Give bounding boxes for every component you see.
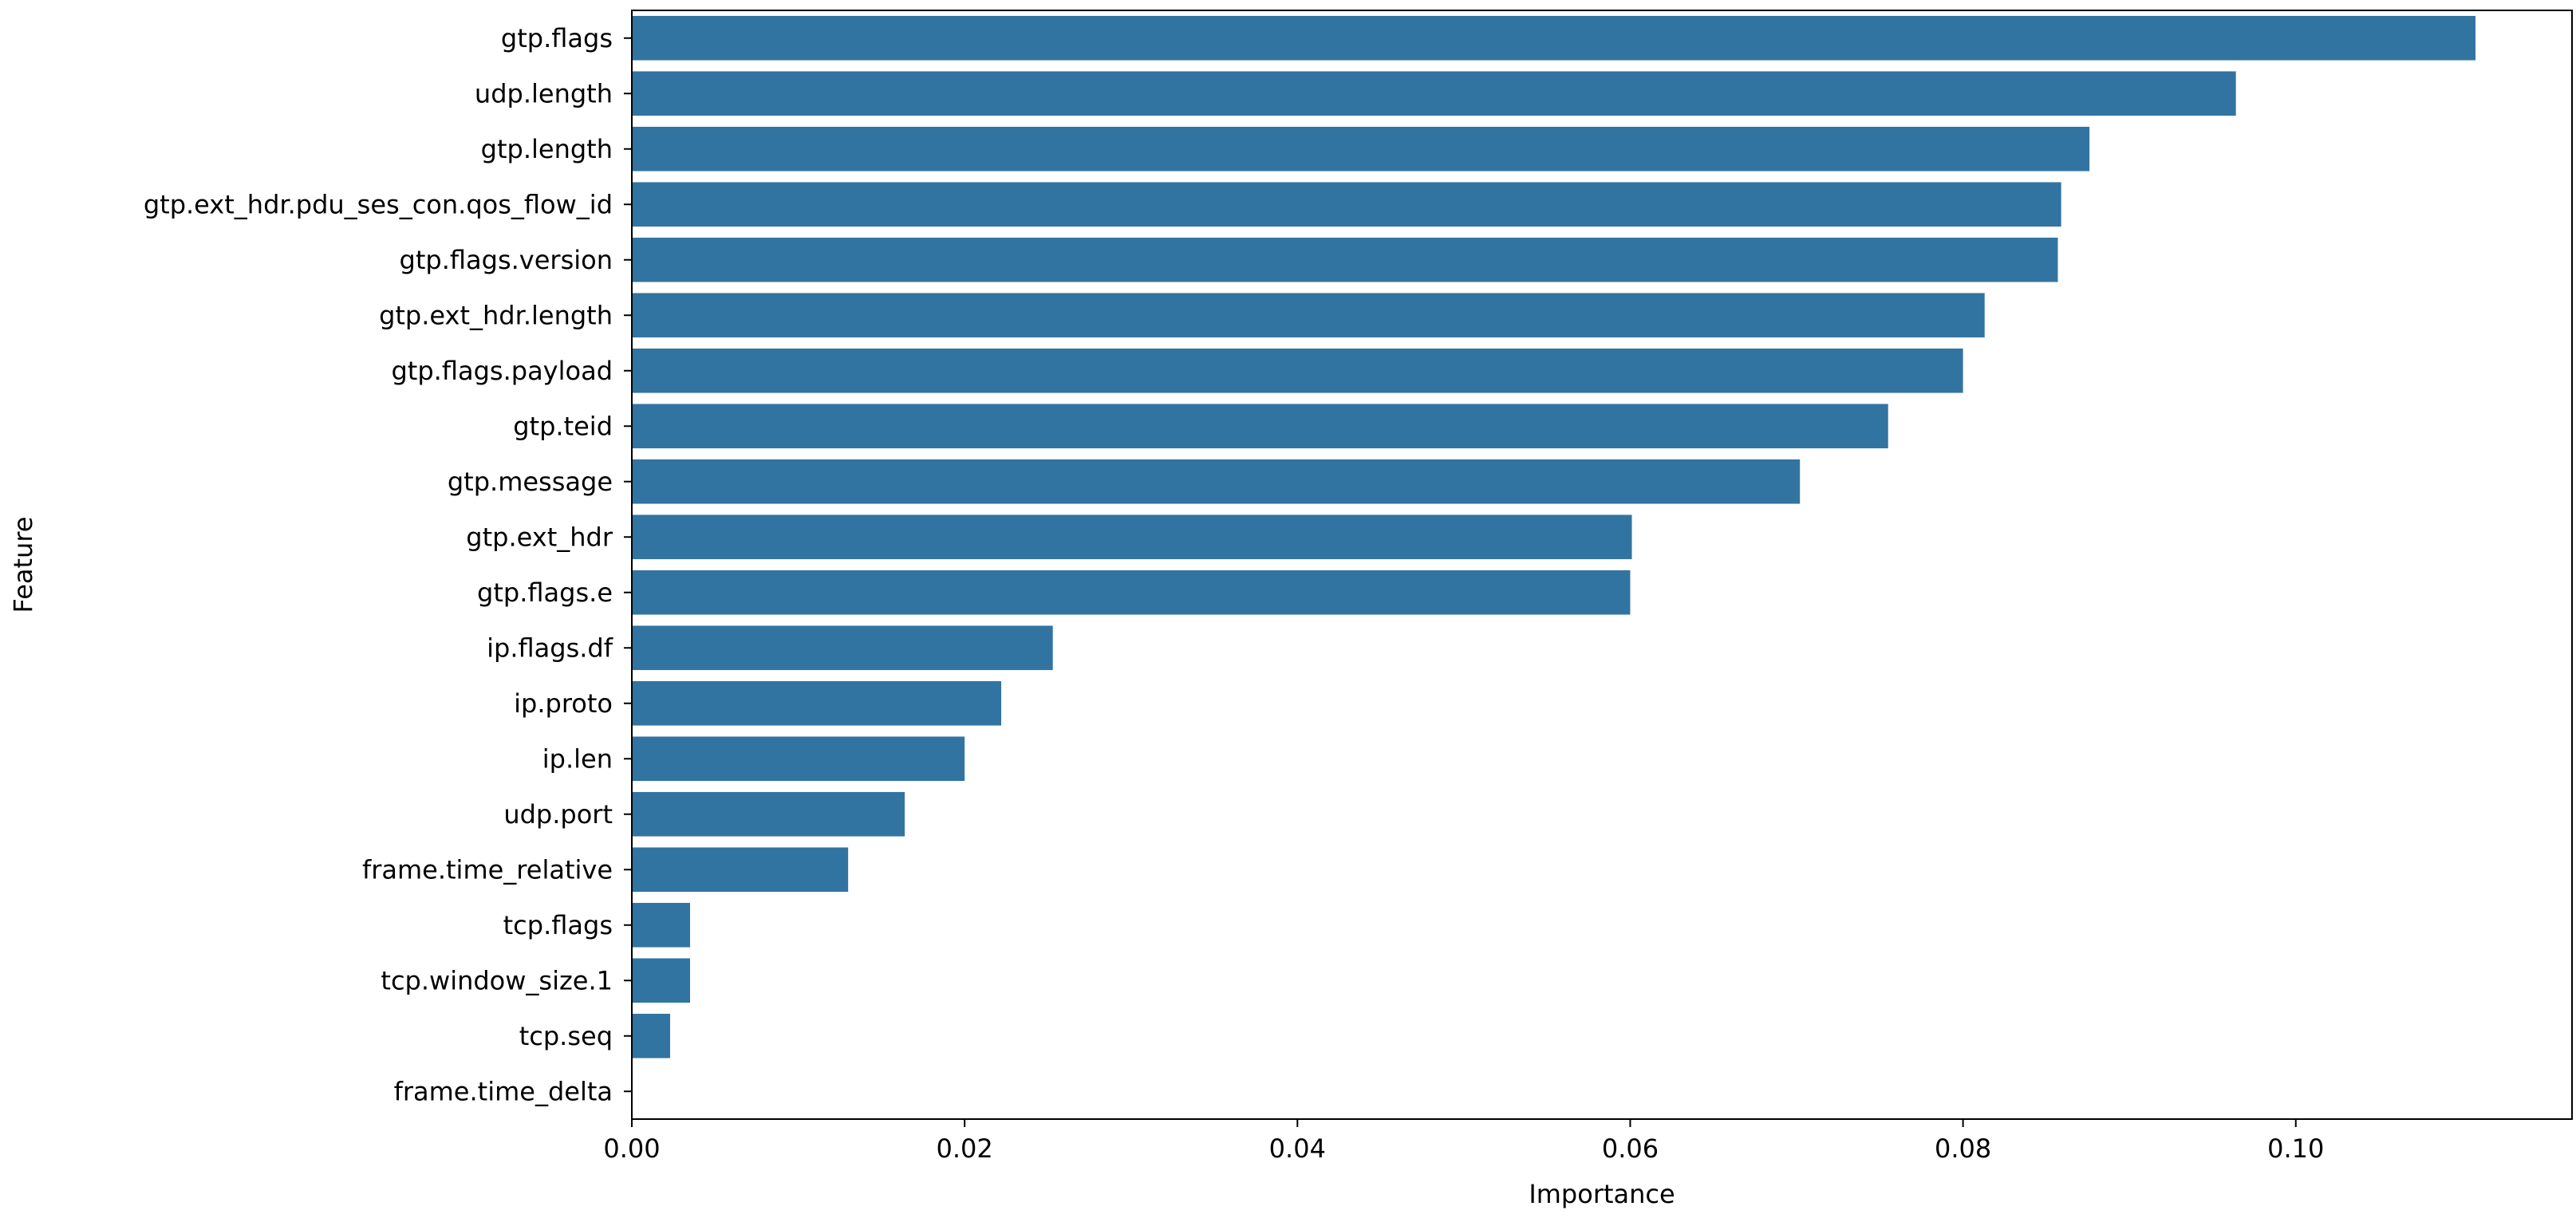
- bar-ip-proto: [632, 680, 1002, 726]
- y-ticks-layer: gtp.flags udp.length gtp.length gtp.ext_hdr…: [144, 23, 632, 1106]
- y-tick-label: tcp.window_size.1: [381, 965, 613, 995]
- x-tick-label: 0.00: [603, 1133, 660, 1164]
- bar-gtp-flags-version: [632, 237, 2058, 282]
- y-tick-label: gtp.length: [481, 134, 613, 164]
- x-tick-label: 0.10: [2267, 1133, 2324, 1164]
- bar-ip-flags-df: [632, 625, 1053, 671]
- y-tick-label: udp.length: [475, 78, 613, 108]
- y-tick-label: tcp.seq: [519, 1021, 613, 1051]
- y-tick-label: frame.time_relative: [362, 854, 613, 885]
- x-axis-title: Importance: [1529, 1179, 1675, 1209]
- plot-frame: [631, 10, 2573, 1120]
- bar-gtp-flags: [632, 15, 2476, 61]
- y-tick-label: udp.port: [503, 799, 613, 830]
- x-tick-label: 0.04: [1269, 1133, 1326, 1164]
- bar-ip-len: [632, 736, 965, 782]
- y-tick-label: gtp.flags.e: [477, 577, 613, 608]
- y-tick-label: ip.len: [542, 743, 613, 774]
- y-tick-label: ip.flags.df: [487, 633, 613, 663]
- bar-udp-port: [632, 791, 905, 837]
- bar-tcp-seq: [632, 1013, 670, 1058]
- y-tick-label: gtp.message: [448, 467, 613, 497]
- bar-gtp-teid: [632, 404, 1888, 449]
- bar-tcp-window-size-1: [632, 958, 691, 1003]
- bar-gtp-length: [632, 126, 2090, 171]
- y-tick-label: tcp.flags: [503, 910, 613, 940]
- y-tick-label: gtp.flags.payload: [391, 356, 613, 386]
- bar-frame-time-relative: [632, 847, 849, 893]
- y-tick-label: gtp.ext_hdr: [466, 522, 613, 552]
- y-tick-label: gtp.ext_hdr.pdu_ses_con.qos_flow_id: [144, 189, 613, 219]
- y-tick-label: frame.time_delta: [394, 1076, 613, 1106]
- bars-layer: [632, 15, 2476, 1058]
- y-tick-label: gtp.teid: [513, 411, 613, 441]
- y-tick-label: gtp.flags.version: [400, 245, 613, 275]
- bar-tcp-flags: [632, 902, 691, 948]
- bar-gtp-ext-hdr-pdu-ses-con-qos-flow-id: [632, 182, 2061, 227]
- x-tick-label: 0.08: [1935, 1133, 1991, 1164]
- x-ticks-layer: 0.00 0.02 0.04 0.06 0.08 0.10: [603, 1119, 2324, 1164]
- bar-gtp-flags-payload: [632, 348, 1963, 393]
- axes-layer: [631, 10, 2573, 1120]
- bar-udp-length: [632, 71, 2236, 116]
- x-tick-label: 0.02: [937, 1133, 993, 1164]
- y-axis-title: Feature: [8, 517, 38, 613]
- bar-gtp-message: [632, 459, 1801, 504]
- y-tick-label: gtp.flags: [501, 23, 613, 53]
- x-tick-label: 0.06: [1602, 1133, 1659, 1164]
- bar-gtp-ext-hdr: [632, 514, 1632, 560]
- bar-gtp-flags-e: [632, 570, 1631, 615]
- y-tick-label: gtp.ext_hdr.length: [379, 300, 613, 330]
- y-tick-label: ip.proto: [514, 688, 613, 719]
- bar-gtp-ext-hdr-length: [632, 293, 1985, 338]
